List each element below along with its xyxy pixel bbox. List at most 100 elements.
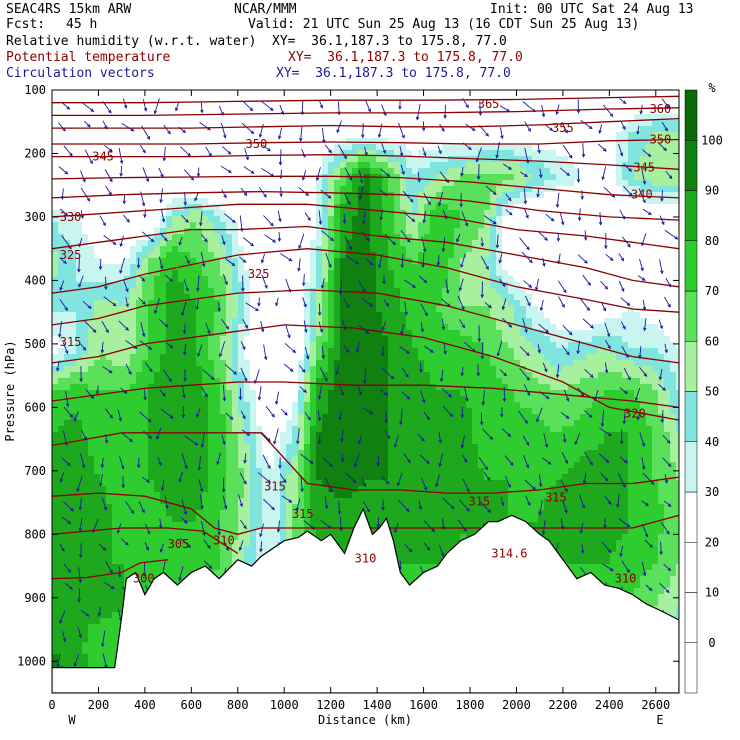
rh-cell [172, 102, 179, 109]
rh-cell [214, 186, 221, 193]
rh-cell [436, 282, 443, 289]
rh-cell [298, 180, 305, 187]
rh-cell [472, 324, 479, 331]
rh-cell [388, 138, 395, 145]
rh-cell [634, 168, 641, 175]
rh-cell [262, 126, 269, 133]
rh-cell [286, 366, 293, 373]
rh-cell [556, 360, 563, 367]
rh-cell [394, 300, 401, 307]
rh-cell [466, 306, 473, 313]
rh-cell [58, 174, 65, 181]
rh-cell [202, 354, 209, 361]
rh-cell [232, 126, 239, 133]
rh-cell [238, 96, 245, 103]
rh-cell [274, 342, 281, 349]
rh-cell [76, 312, 83, 319]
rh-cell [544, 180, 551, 187]
rh-cell [106, 318, 113, 325]
rh-cell [340, 294, 347, 301]
rh-cell [562, 222, 569, 229]
rh-cell [640, 204, 647, 211]
rh-cell [304, 132, 311, 139]
rh-cell [226, 276, 233, 283]
rh-cell [196, 264, 203, 271]
rh-cell [382, 138, 389, 145]
rh-cell [292, 324, 299, 331]
rh-cell [646, 168, 653, 175]
rh-cell [472, 366, 479, 373]
rh-cell [250, 258, 257, 265]
rh-cell [70, 204, 77, 211]
rh-cell [202, 276, 209, 283]
rh-cell [202, 96, 209, 103]
rh-cell [340, 336, 347, 343]
rh-cell [544, 318, 551, 325]
rh-cell [64, 300, 71, 307]
rh-cell [370, 228, 377, 235]
rh-cell [376, 186, 383, 193]
rh-cell [508, 120, 515, 127]
rh-cell [82, 354, 89, 361]
rh-cell [106, 138, 113, 145]
rh-cell [322, 342, 329, 349]
rh-cell [382, 330, 389, 337]
rh-cell [286, 306, 293, 313]
rh-cell [232, 234, 239, 241]
rh-cell [112, 330, 119, 337]
rh-cell [304, 120, 311, 127]
rh-cell [550, 282, 557, 289]
rh-cell [436, 288, 443, 295]
rh-cell [610, 156, 617, 163]
rh-cell [382, 246, 389, 253]
rh-cell [226, 234, 233, 241]
rh-cell [220, 114, 227, 121]
rh-cell [580, 360, 587, 367]
rh-cell [232, 174, 239, 181]
rh-cell [616, 198, 623, 205]
rh-cell [256, 192, 263, 199]
rh-cell [496, 306, 503, 313]
rh-cell [442, 330, 449, 337]
rh-cell [112, 144, 119, 151]
rh-cell [346, 186, 353, 193]
rh-cell [328, 330, 335, 337]
rh-cell [364, 264, 371, 271]
rh-cell [652, 348, 659, 355]
rh-cell [496, 342, 503, 349]
rh-cell [52, 180, 59, 187]
rh-cell [376, 300, 383, 307]
rh-cell [394, 210, 401, 217]
rh-cell [214, 282, 221, 289]
rh-cell [256, 186, 263, 193]
rh-cell [214, 192, 221, 199]
rh-cell [424, 240, 431, 247]
rh-cell [478, 126, 485, 133]
rh-cell [538, 336, 545, 343]
rh-cell [604, 198, 611, 205]
rh-cell [142, 240, 149, 247]
rh-cell [322, 336, 329, 343]
rh-cell [556, 228, 563, 235]
rh-cell [190, 354, 197, 361]
rh-cell [220, 156, 227, 163]
rh-cell [628, 240, 635, 247]
rh-cell [658, 270, 665, 277]
rh-cell [316, 120, 323, 127]
rh-cell [82, 114, 89, 121]
rh-cell [310, 240, 317, 247]
rh-cell [640, 156, 647, 163]
rh-cell [568, 360, 575, 367]
rh-cell [82, 294, 89, 301]
rh-cell [274, 240, 281, 247]
rh-cell [394, 108, 401, 115]
rh-cell [358, 90, 365, 97]
rh-cell [280, 156, 287, 163]
rh-cell [142, 348, 149, 355]
rh-cell [82, 198, 89, 205]
rh-cell [592, 174, 599, 181]
rh-cell [178, 102, 185, 109]
rh-cell [184, 342, 191, 349]
rh-cell [322, 234, 329, 241]
rh-cell [298, 228, 305, 235]
